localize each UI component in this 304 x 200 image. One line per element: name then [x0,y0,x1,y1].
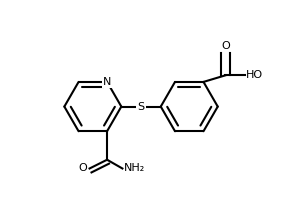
Text: O: O [79,163,87,173]
Text: N: N [103,77,111,87]
Text: O: O [221,41,230,51]
Text: S: S [137,102,145,112]
Text: HO: HO [246,70,263,80]
Text: NH₂: NH₂ [123,163,145,173]
